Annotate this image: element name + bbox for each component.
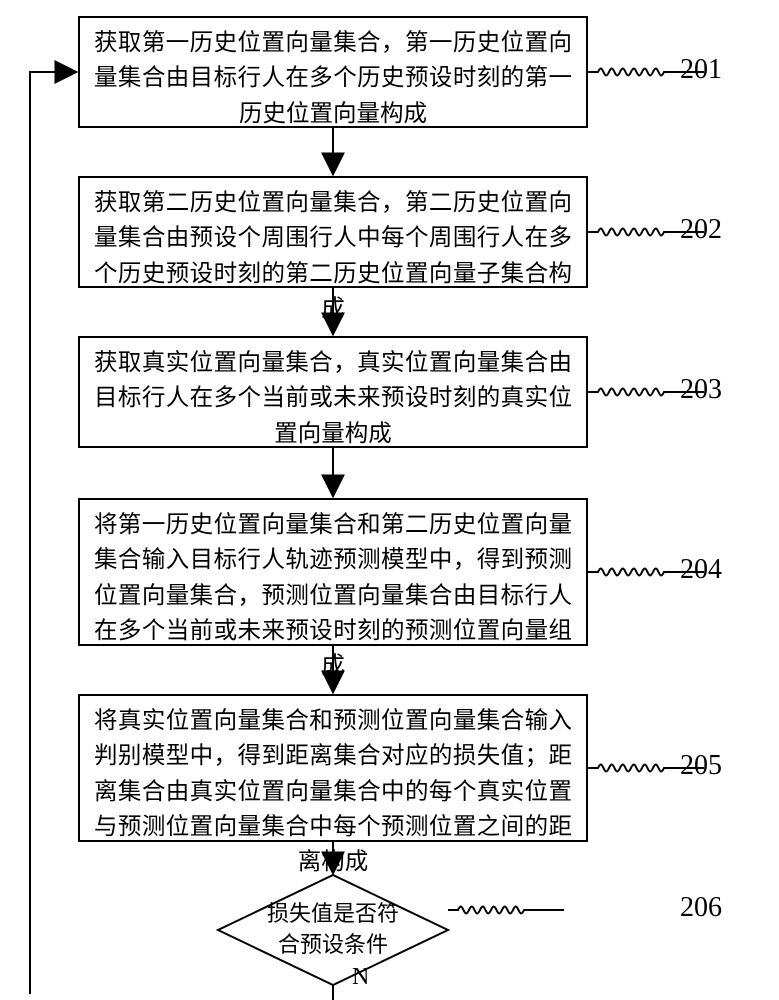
decision-diamond: 损失值是否符合预设条件 xyxy=(218,875,448,985)
flowchart-canvas: 获取第一历史位置向量集合，第一历史位置向量集合由目标行人在多个历史预设时刻的第一… xyxy=(0,0,779,1000)
step-text: 获取第二历史位置向量集合，第二历史位置向量集合由预设个周围行人中每个周围行人在多… xyxy=(94,190,572,322)
step-text: 获取第一历史位置向量集合，第一历史位置向量集合由目标行人在多个历史预设时刻的第一… xyxy=(94,30,572,127)
step-label: 203 xyxy=(680,374,722,406)
step-box-201: 获取第一历史位置向量集合，第一历史位置向量集合由目标行人在多个历史预设时刻的第一… xyxy=(78,16,588,128)
step-box-202: 获取第二历史位置向量集合，第二历史位置向量集合由预设个周围行人中每个周围行人在多… xyxy=(78,176,588,288)
step-label: 202 xyxy=(680,214,722,246)
step-box-204: 将第一历史位置向量集合和第二历史位置向量集合输入目标行人轨迹预测模型中，得到预测… xyxy=(78,498,588,646)
branch-label-n: N xyxy=(352,964,369,991)
step-box-205: 将真实位置向量集合和预测位置向量集合输入判别模型中，得到距离集合对应的损失值；距… xyxy=(78,694,588,842)
step-text: 获取真实位置向量集合，真实位置向量集合由目标行人在多个当前或未来预设时刻的真实位… xyxy=(94,350,572,447)
step-label: 204 xyxy=(680,554,722,586)
step-label: 206 xyxy=(680,892,722,924)
step-text: 将真实位置向量集合和预测位置向量集合输入判别模型中，得到距离集合对应的损失值；距… xyxy=(94,708,572,875)
step-label: 205 xyxy=(680,750,722,782)
decision-text: 损失值是否符合预设条件 xyxy=(267,899,399,961)
step-label: 201 xyxy=(680,54,722,86)
step-box-203: 获取真实位置向量集合，真实位置向量集合由目标行人在多个当前或未来预设时刻的真实位… xyxy=(78,336,588,448)
step-text: 将第一历史位置向量集合和第二历史位置向量集合输入目标行人轨迹预测模型中，得到预测… xyxy=(94,512,572,679)
